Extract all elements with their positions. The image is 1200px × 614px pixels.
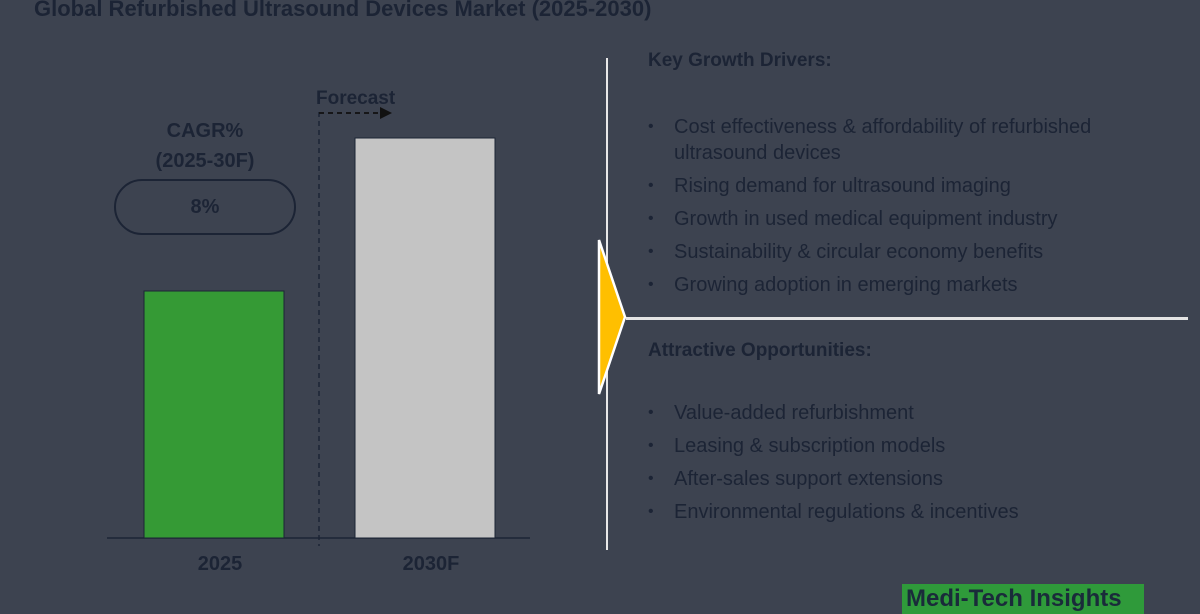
bullet-icon: • [648, 404, 654, 421]
bullet-icon: • [648, 276, 654, 293]
page-title: Global Refurbished Ultrasound Devices Ma… [34, 0, 652, 21]
bar-2030f [354, 137, 496, 539]
driver-item: • Cost effectiveness & affordability of r… [648, 114, 1188, 166]
opportunity-item-text: Environmental regulations & incentives [674, 501, 1019, 523]
cagr-label: CAGR% (2025-30F) [120, 116, 290, 176]
driver-item-text: Rising demand for ultrasound imaging [674, 175, 1011, 197]
drivers-heading: Key Growth Drivers: [648, 50, 832, 71]
bullet-icon: • [648, 503, 654, 520]
opportunity-item-text: Value-added refurbishment [674, 402, 914, 424]
opportunity-item: • Leasing & subscription models [648, 433, 1188, 459]
driver-item: • Rising demand for ultrasound imaging [648, 173, 1188, 199]
x-tick-label: 2030F [403, 553, 460, 575]
driver-item-text: Cost effectiveness & affordability of re… [674, 116, 1092, 164]
opportunities-heading: Attractive Opportunities: [648, 340, 872, 361]
bar-2025 [143, 290, 285, 539]
cagr-label-line2: (2025-30F) [155, 150, 255, 172]
cagr-value: 8% [190, 195, 220, 218]
bullet-icon: • [648, 243, 654, 260]
opportunity-item: • Environmental regulations & incentives [648, 499, 1188, 525]
driver-item: • Growth in used medical equipment indust… [648, 206, 1188, 232]
opportunities-list: • Value-added refurbishment • Leasing & sub… [648, 400, 1188, 532]
bullet-icon: • [648, 118, 654, 135]
horizontal-divider [626, 317, 1188, 320]
opportunity-item: • After-sales support extensions [648, 466, 1188, 492]
forecast-label: Forecast [316, 88, 396, 109]
x-tick-label: 2025 [198, 553, 243, 575]
cagr-value-badge: 8% [114, 179, 296, 235]
drivers-list: • Cost effectiveness & affordability of r… [648, 114, 1188, 305]
bullet-icon: • [648, 177, 654, 194]
opportunity-item: • Value-added refurbishment [648, 400, 1188, 426]
opportunity-item-text: After-sales support extensions [674, 468, 944, 490]
bullet-icon: • [648, 470, 654, 487]
driver-item-text: Sustainability & circular economy benefi… [674, 241, 1044, 263]
driver-item: • Sustainability & circular economy benef… [648, 239, 1188, 265]
forecast-arrow-head [380, 107, 392, 119]
bullet-icon: • [648, 210, 654, 227]
driver-item-text: Growth in used medical equipment industr… [674, 208, 1058, 230]
logo: Medi-Tech Insights [902, 584, 1144, 614]
cagr-label-line1: CAGR% [166, 120, 244, 142]
driver-item: • Growing adoption in emerging markets [648, 272, 1188, 298]
driver-item-text: Growing adoption in emerging markets [674, 274, 1018, 296]
chevron-arrow-icon [597, 239, 627, 395]
opportunity-item-text: Leasing & subscription models [674, 435, 946, 457]
bullet-icon: • [648, 437, 654, 454]
bar-chart: 2025 2030F [107, 107, 530, 575]
